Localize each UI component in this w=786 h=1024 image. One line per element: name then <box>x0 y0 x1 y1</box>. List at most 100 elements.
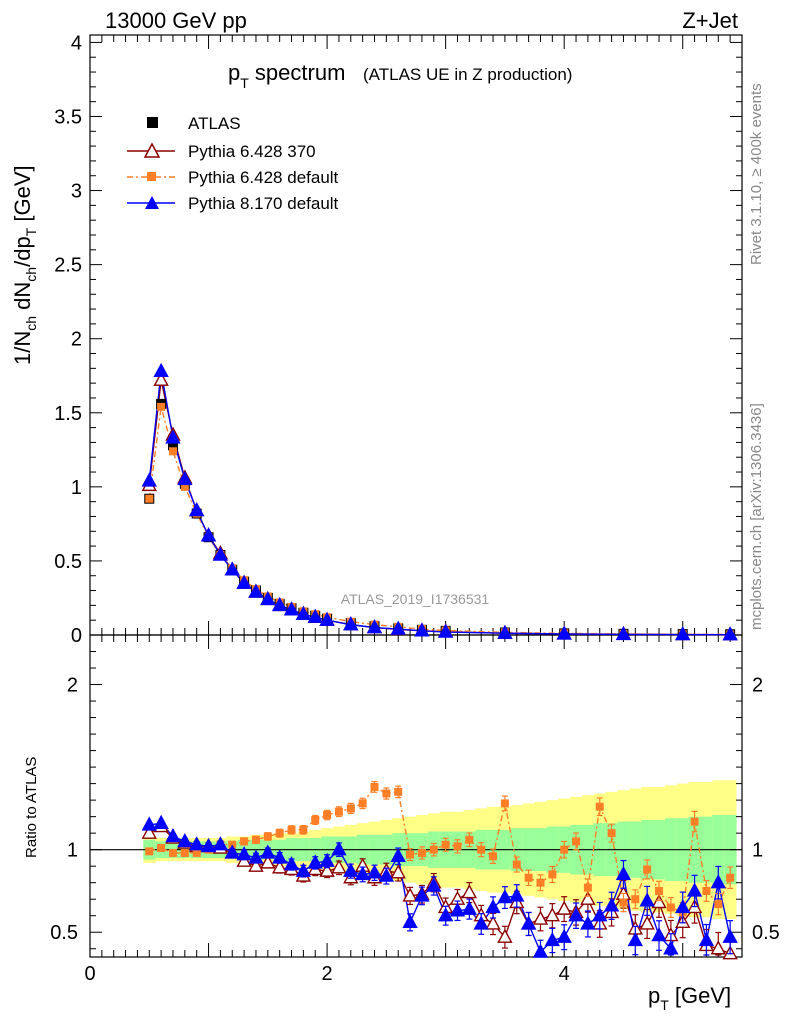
point-ratio-pythia-6-428-default <box>465 835 474 844</box>
x-axis-label: pT [GeV] <box>648 983 731 1013</box>
point-top-pythia-8-170-default <box>437 623 454 638</box>
point-ratio-pythia-8-170-default <box>153 814 169 829</box>
point-ratio-pythia-6-428-370 <box>260 854 276 869</box>
point-top-atlas <box>167 440 178 451</box>
point-top-pythia-8-170-default <box>556 625 572 640</box>
point-ratio-pythia-6-428-default <box>643 865 652 874</box>
point-ratio-pythia-8-170-default <box>212 836 229 851</box>
y-tick-label-top: 2 <box>71 329 82 351</box>
point-ratio-pythia-6-428-default <box>500 799 509 808</box>
point-ratio-pythia-6-428-default <box>251 835 260 844</box>
point-top-pythia-6-428-default <box>168 447 177 456</box>
mcplots-reference-label: mcplots.cern.ch [arXiv:1306.3436] <box>748 403 765 630</box>
y-tick-label-top: 1 <box>71 477 82 499</box>
point-ratio-pythia-6-428-default <box>346 804 355 813</box>
point-ratio-pythia-6-428-default <box>287 825 296 834</box>
point-top-pythia-8-170-default <box>390 620 406 635</box>
point-ratio-pythia-8-170-default <box>189 836 205 851</box>
point-ratio-pythia-8-170-default <box>556 928 572 943</box>
point-top-pythia-8-170-default <box>497 624 513 639</box>
point-ratio-pythia-8-170-default <box>615 865 632 881</box>
legend-label-atlas: ATLAS <box>188 114 241 133</box>
point-ratio-pythia-8-170-default <box>177 832 193 848</box>
point-ratio-pythia-8-170-default <box>236 846 252 861</box>
point-top-pythia-6-428-default <box>180 482 189 491</box>
point-ratio-pythia-8-170-default <box>473 915 489 930</box>
y-tick-label-ratio-right: 2 <box>752 675 763 697</box>
legend-marker-p6-370 <box>143 142 161 158</box>
point-ratio-pythia-8-170-default <box>437 907 454 922</box>
point-ratio-pythia-8-170-default <box>248 849 264 864</box>
point-ratio-pythia-6-428-default <box>572 837 581 846</box>
point-ratio-pythia-6-428-370 <box>639 915 655 930</box>
point-top-pythia-8-170-default <box>343 616 359 631</box>
analysis-id: ATLAS_2019_I1736531 <box>341 591 490 607</box>
point-ratio-pythia-6-428-default <box>323 810 332 819</box>
point-ratio-pythia-6-428-370 <box>248 857 264 872</box>
y-tick-label-ratio-right: 0.5 <box>752 922 780 944</box>
point-top-pythia-8-170-default <box>319 611 335 626</box>
point-top-pythia-8-170-default <box>722 626 738 641</box>
rivet-version-label: Rivet 3.1.10, ≥ 400k events <box>748 83 765 265</box>
point-top-pythia-6-428-default <box>145 494 154 503</box>
y-tick-label-top: 3 <box>71 181 82 203</box>
point-ratio-pythia-6-428-370 <box>141 824 157 839</box>
point-ratio-pythia-8-170-default <box>627 932 643 947</box>
tick-labels: 0 0.5 1 1.5 2 2.5 3 3.5 4 0 2 4 0.5 0.5 1 1 2 2 <box>50 32 780 985</box>
point-ratio-pythia-8-170-default <box>319 852 335 867</box>
point-ratio-pythia-6-428-370 <box>331 859 347 874</box>
point-top-pythia-8-170-default <box>675 626 691 641</box>
point-ratio-pythia-8-170-default <box>509 887 525 902</box>
point-ratio-pythia-6-428-370 <box>580 890 596 905</box>
y-axis-label-ratio: Ratio to ATLAS <box>23 757 40 858</box>
point-ratio-pythia-8-170-default <box>283 856 300 871</box>
point-ratio-pythia-6-428-default <box>263 832 272 841</box>
y-tick-label-ratio: 0.5 <box>50 922 78 944</box>
point-ratio-pythia-8-170-default <box>485 898 501 914</box>
point-ratio-pythia-8-170-default <box>461 900 478 915</box>
point-ratio-pythia-8-170-default <box>675 898 691 914</box>
y-tick-label-ratio: 1 <box>67 840 78 862</box>
point-ratio-pythia-8-170-default <box>354 865 371 881</box>
point-ratio-pythia-8-170-default <box>568 907 584 922</box>
point-ratio-pythia-8-170-default <box>390 847 406 862</box>
point-ratio-pythia-6-428-default <box>489 852 498 861</box>
point-top-pythia-8-170-default <box>615 625 632 641</box>
x-tick-label: 0 <box>84 963 95 985</box>
point-top-pythia-8-170-default <box>283 601 300 616</box>
y-tick-label-top: 0.5 <box>54 551 82 573</box>
y-tick-label-ratio: 2 <box>67 675 78 697</box>
point-ratio-pythia-8-170-default <box>366 864 383 879</box>
point-ratio-pythia-6-428-default <box>240 837 249 846</box>
x-tick-label: 4 <box>559 963 570 985</box>
y-axis-label-top: 1/Nch dNch/dpT [GeV] <box>10 165 39 365</box>
point-ratio-pythia-6-428-370 <box>461 884 478 899</box>
point-ratio-pythia-6-428-default <box>524 873 533 882</box>
point-top-pythia-8-170-default <box>366 619 383 634</box>
point-ratio-pythia-6-428-default <box>702 886 711 895</box>
point-top-pythia-8-170-default <box>414 622 430 637</box>
point-ratio-pythia-6-428-370 <box>556 900 572 915</box>
plot-title-note: (ATLAS UE in Z production) <box>363 65 572 84</box>
point-ratio-pythia-8-170-default <box>141 816 157 831</box>
point-top-pythia-8-170-default <box>153 362 169 377</box>
y-tick-label-ratio-right: 1 <box>752 840 763 862</box>
point-ratio-pythia-8-170-default <box>224 844 240 859</box>
legend-marker-p6-default <box>147 172 156 181</box>
point-top-pythia-8-170-default <box>189 502 205 517</box>
point-ratio-pythia-8-170-default <box>271 849 288 864</box>
point-ratio-pythia-8-170-default <box>603 897 620 912</box>
point-ratio-pythia-8-170-default <box>722 928 738 943</box>
plot-title: pT spectrum <box>228 60 345 91</box>
point-ratio-pythia-6-428-default <box>334 807 343 816</box>
process-label: Z+Jet <box>682 8 738 33</box>
point-ratio-pythia-8-170-default <box>698 932 715 947</box>
point-ratio-pythia-6-428-default <box>441 840 450 849</box>
point-ratio-pythia-8-170-default <box>426 877 442 892</box>
point-ratio-pythia-6-428-default <box>275 829 284 838</box>
point-top-pythia-8-170-default <box>165 429 181 444</box>
legend-label-p6-default: Pythia 6.428 default <box>188 168 339 187</box>
point-ratio-pythia-6-428-default <box>358 799 367 808</box>
point-ratio-pythia-6-428-default <box>299 825 308 834</box>
point-ratio-pythia-6-428-default <box>417 848 426 857</box>
